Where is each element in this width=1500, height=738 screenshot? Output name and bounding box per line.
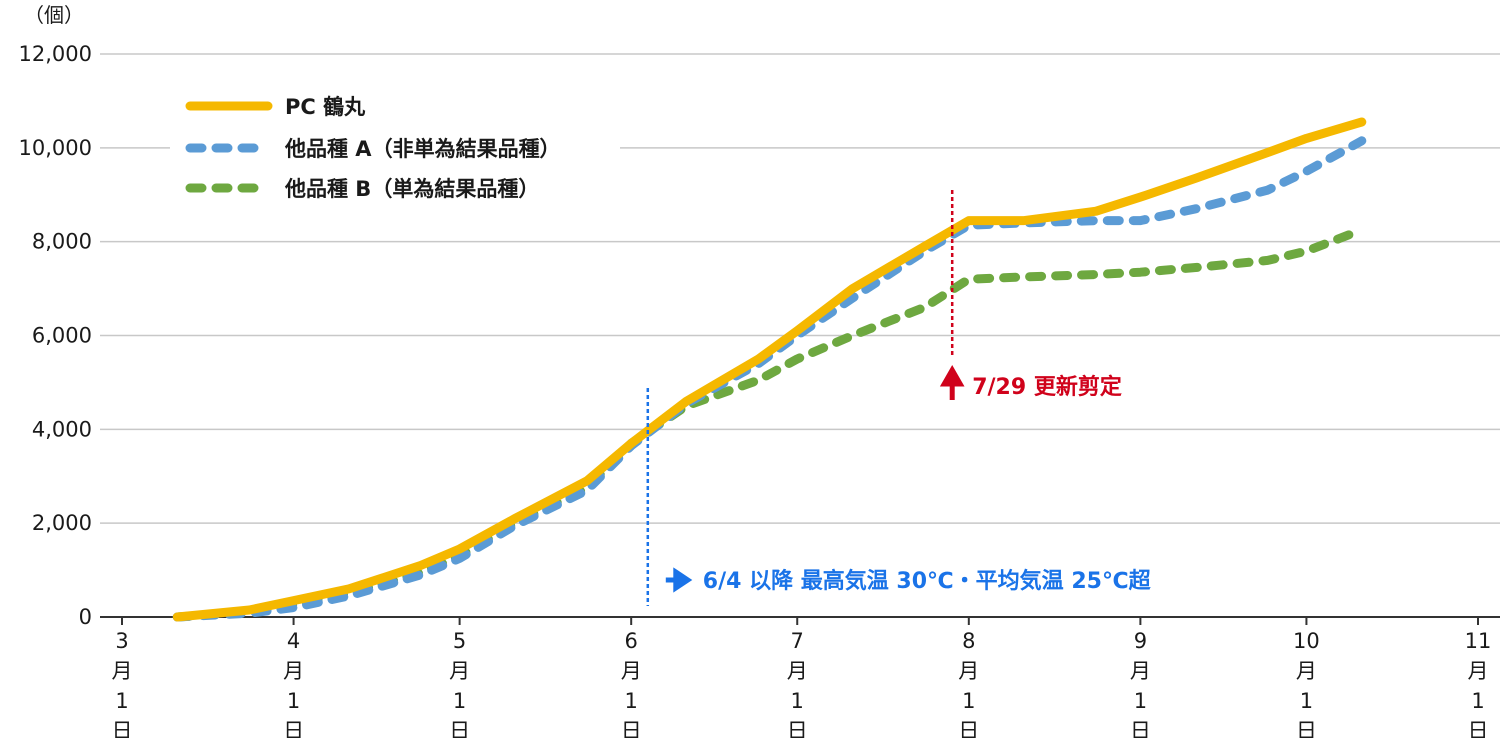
y-tick-label: 10,000 bbox=[19, 136, 92, 160]
y-axis-unit-label: （個） bbox=[24, 3, 84, 27]
y-tick-label: 4,000 bbox=[32, 417, 92, 441]
x-tick-label: 月 bbox=[787, 659, 808, 683]
x-tick-label: 3 bbox=[115, 629, 128, 653]
x-tick-label: 日 bbox=[283, 719, 304, 738]
right-arrow-icon bbox=[665, 567, 693, 593]
x-tick-label: 日 bbox=[1296, 719, 1317, 738]
x-axis-tick-labels: 3 月 1 日 4 月 1 日 5 月 1 日 6 月 1 日 7 月 1 日 8 月 1 日 9 月 1 日 10 月 1 日 11 月 1 日 bbox=[112, 629, 1492, 738]
x-tick-label: 10 bbox=[1293, 629, 1320, 653]
x-axis bbox=[100, 616, 1500, 625]
x-tick-label: 5 bbox=[453, 629, 466, 653]
legend-label-variety-a: 他品種 A（非単為結果品種） bbox=[284, 137, 561, 161]
y-tick-label: 2,000 bbox=[32, 511, 92, 535]
x-tick-label: 月 bbox=[449, 659, 470, 683]
x-tick-label: 月 bbox=[621, 659, 642, 683]
legend-label-variety-b: 他品種 B（単為結果品種） bbox=[284, 177, 539, 201]
y-tick-label: 8,000 bbox=[32, 230, 92, 254]
x-tick-label: 日 bbox=[958, 719, 979, 738]
x-tick-label: 日 bbox=[1130, 719, 1151, 738]
up-arrow-icon bbox=[939, 364, 965, 400]
x-tick-label: 日 bbox=[621, 719, 642, 738]
x-tick-label: 1 bbox=[287, 689, 300, 713]
y-tick-label: 0 bbox=[79, 605, 92, 629]
x-tick-label: 1 bbox=[115, 689, 128, 713]
x-tick-label: 月 bbox=[283, 659, 304, 683]
annotations: 6/4 以降 最高気温 30℃・平均気温 25℃超 7/29 更新剪定 bbox=[646, 190, 1152, 606]
x-tick-label: 11 bbox=[1465, 629, 1492, 653]
x-tick-label: 月 bbox=[1296, 659, 1317, 683]
x-tick-label: 1 bbox=[453, 689, 466, 713]
x-tick-label: 1 bbox=[625, 689, 638, 713]
legend: PC 鶴丸 他品種 A（非単為結果品種） 他品種 B（単為結果品種） bbox=[170, 82, 620, 212]
x-tick-label: 6 bbox=[625, 629, 638, 653]
x-tick-label: 1 bbox=[791, 689, 804, 713]
x-tick-label: 1 bbox=[962, 689, 975, 713]
x-tick-label: 日 bbox=[449, 719, 470, 738]
x-tick-label: 9 bbox=[1134, 629, 1147, 653]
x-tick-label: 日 bbox=[112, 719, 133, 738]
x-tick-label: 1 bbox=[1134, 689, 1147, 713]
y-tick-label: 6,000 bbox=[32, 324, 92, 348]
series-line-2 bbox=[172, 225, 1367, 622]
annotation-heat-text: 6/4 以降 最高気温 30℃・平均気温 25℃超 bbox=[703, 568, 1152, 594]
x-tick-label: 月 bbox=[112, 659, 133, 683]
annotation-pruning-text: 7/29 更新剪定 bbox=[972, 374, 1122, 400]
series-line-0 bbox=[172, 117, 1367, 622]
x-tick-label: 1 bbox=[1300, 689, 1313, 713]
series-lines bbox=[172, 117, 1367, 622]
legend-label-pc-tsurumaru: PC 鶴丸 bbox=[285, 95, 366, 119]
x-tick-label: 月 bbox=[1468, 659, 1489, 683]
y-tick-label: 12,000 bbox=[19, 42, 92, 66]
x-tick-label: 月 bbox=[958, 659, 979, 683]
x-tick-label: 1 bbox=[1471, 689, 1484, 713]
x-tick-label: 日 bbox=[787, 719, 808, 738]
x-tick-label: 日 bbox=[1468, 719, 1489, 738]
x-tick-label: 7 bbox=[791, 629, 804, 653]
x-tick-label: 4 bbox=[287, 629, 300, 653]
x-tick-label: 月 bbox=[1130, 659, 1151, 683]
y-axis-tick-labels: 0 2,000 4,000 6,000 8,000 10,000 12,000 bbox=[19, 42, 92, 629]
x-tick-label: 8 bbox=[962, 629, 975, 653]
